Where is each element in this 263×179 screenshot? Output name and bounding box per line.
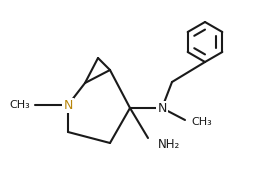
Text: N: N <box>63 98 73 112</box>
Text: CH₃: CH₃ <box>9 100 30 110</box>
Text: N: N <box>157 101 167 115</box>
Text: CH₃: CH₃ <box>191 117 212 127</box>
Text: NH₂: NH₂ <box>158 137 180 151</box>
